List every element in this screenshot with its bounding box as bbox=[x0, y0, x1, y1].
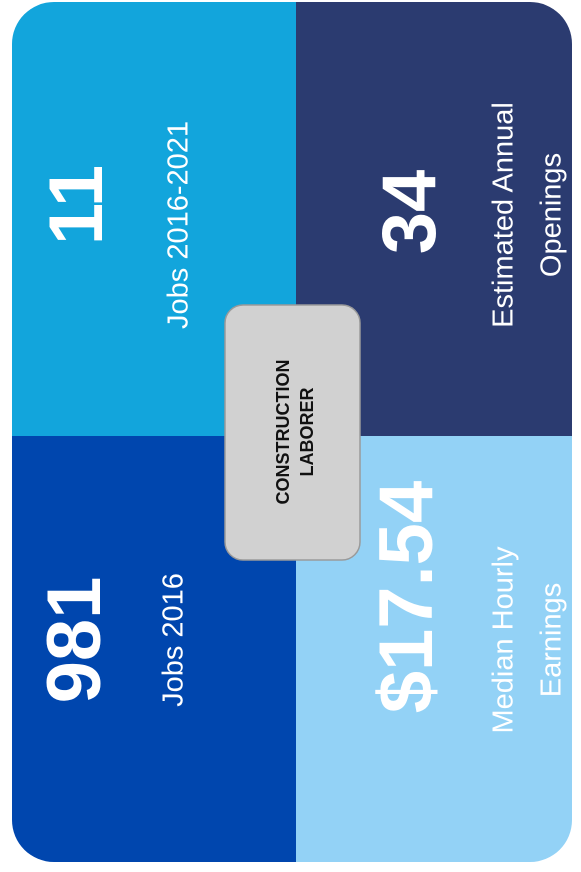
center-title: CONSTRUCTION bbox=[273, 360, 293, 505]
tile-label: Jobs 2016 bbox=[158, 573, 190, 707]
tile-label: Jobs 2016-2021 bbox=[163, 121, 195, 329]
tile-value: $17.54 bbox=[364, 481, 449, 713]
tile-label: Openings bbox=[536, 153, 568, 277]
center-box bbox=[224, 304, 361, 561]
tile-value: 11 bbox=[34, 165, 119, 245]
tiles bbox=[12, 2, 572, 862]
tile-label: Estimated Annual bbox=[488, 102, 520, 328]
center-title: LABORER bbox=[297, 388, 317, 477]
tile-label: Median Hourly bbox=[488, 546, 520, 733]
tile-label: Earnings bbox=[536, 583, 568, 697]
tile-value: 34 bbox=[367, 170, 452, 255]
tile-value: 981 bbox=[32, 577, 117, 704]
